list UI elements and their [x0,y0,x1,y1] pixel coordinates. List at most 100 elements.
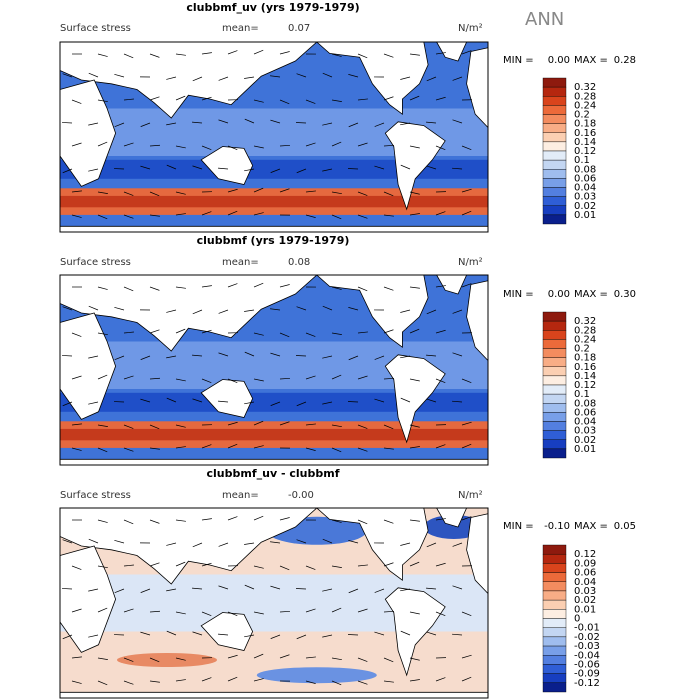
subtitle: Surface stress [60,23,131,34]
wind-arrow [123,375,134,380]
wind-arrow [435,329,446,334]
land [384,121,446,211]
wind-arrow [409,213,420,216]
wind-arrow [175,145,186,149]
colorbar-swatch [542,86,567,97]
colorbar-swatch [542,123,567,133]
wind-arrow [97,99,108,103]
ocean-band [60,428,488,441]
min-label: MIN = [503,55,534,66]
colorbar-swatch [542,114,567,124]
colorbar-swatch [542,311,567,322]
wind-arrow [71,423,82,426]
wind-arrow [322,401,333,405]
wind-arrow [97,519,108,523]
colorbar-label: 0.1 [574,389,590,400]
wind-arrow [348,122,359,128]
wind-arrow [331,141,342,147]
wind-arrow [322,538,333,544]
wind-arrow [331,607,342,613]
wind-arrow [383,657,394,663]
wind-arrow [383,96,394,101]
wind-arrow [123,53,134,59]
wind-arrow [149,214,160,217]
wind-arrow [166,355,177,359]
wind-arrow [461,210,472,216]
wind-arrow [149,53,160,58]
wind-arrow [305,190,316,193]
colorbar-swatch [542,178,567,188]
wind-arrow [123,142,134,147]
wind-arrow [253,678,264,682]
min-label: MIN = [503,521,534,532]
wind-arrow [166,76,177,80]
wind-arrow [305,423,316,426]
wind-arrow [400,588,411,592]
wind-arrow [149,191,160,197]
wind-arrow [348,307,359,311]
colorbar-swatch [542,599,567,610]
colorbar-label: -0.06 [574,659,600,670]
wind-arrow [62,401,73,407]
wind-arrow [347,634,359,636]
wind-arrow [461,145,472,150]
wind-arrow [175,611,186,615]
wind-arrow [383,680,394,683]
wind-arrow [426,121,437,124]
wind-arrow [279,565,290,571]
wind-arrow [357,191,368,196]
wind-arrow [227,283,238,288]
wind-arrow [305,680,316,684]
wind-arrow [383,377,395,380]
wind-arrow [357,375,368,380]
colorbar-swatch [542,627,567,638]
map-frame [59,507,489,699]
wind-arrow [452,400,463,403]
ocean-patch [256,667,377,684]
wind-arrow [149,377,160,380]
wind-arrow [253,445,264,449]
wind-arrow [374,398,385,403]
wind-arrow [62,634,73,640]
wind-arrow [270,168,281,173]
land [59,41,318,119]
colorbar-swatch [542,563,567,573]
wind-arrow [322,72,333,78]
wind-arrow [149,329,160,334]
colorbar-swatch [542,609,567,619]
wind-arrow [175,446,186,449]
wind-arrow [435,96,446,101]
wind-arrow [461,611,472,616]
wind-arrow [322,634,333,638]
wind-arrow [452,119,463,124]
wind-arrow [435,145,446,151]
colorbar-label: 0.14 [574,137,596,148]
map [59,41,489,233]
wind-arrow [123,447,134,452]
wind-arrow [348,355,359,361]
wind-arrow [400,122,411,126]
land [200,612,254,651]
wind-arrow [244,76,255,79]
wind-arrow [357,447,368,452]
wind-arrow [192,354,203,357]
wind-arrow [175,328,186,334]
wind-arrow [218,119,229,124]
wind-arrow [166,630,177,636]
colorbar-label: 0.32 [574,82,596,93]
wind-arrow [305,142,316,147]
wind-arrow [452,167,463,170]
wind-arrow [357,53,368,59]
land [59,79,117,187]
wind-arrow [123,286,134,292]
colorbar-label: 0.16 [574,128,596,139]
wind-arrow [296,168,307,174]
mean-label: mean= [222,257,259,268]
colorbar-swatch [542,141,567,152]
wind-arrow [331,374,342,380]
wind-arrow [461,676,472,682]
wind-arrow [62,539,73,544]
wind-arrow [331,214,342,220]
wind-arrow [97,607,108,613]
